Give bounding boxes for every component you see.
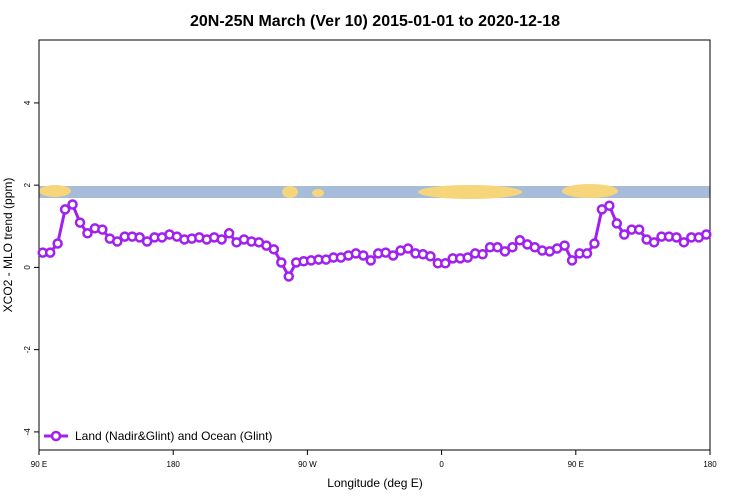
legend-marker <box>50 430 62 442</box>
data-point <box>425 251 436 262</box>
data-point <box>82 228 93 239</box>
y-tick-label: -4 <box>23 428 32 436</box>
data-point <box>112 236 123 247</box>
data-point <box>52 238 63 249</box>
data-point <box>678 237 690 248</box>
y-tick-label: 4 <box>23 100 32 105</box>
data-point <box>701 229 712 240</box>
data-point <box>581 248 593 259</box>
data-point <box>74 217 86 228</box>
legend: Land (Nadir&Glint) and Ocean (Glint) <box>44 429 272 443</box>
data-point <box>365 255 377 266</box>
data-point <box>440 258 451 269</box>
x-axis-label: Longitude (deg E) <box>327 476 422 490</box>
data-point <box>589 238 600 249</box>
data-point <box>648 237 660 248</box>
y-tick-label: 2 <box>23 182 32 187</box>
data-point <box>134 232 145 243</box>
data-point <box>566 255 578 266</box>
data-point <box>671 232 682 243</box>
data-point <box>67 199 78 210</box>
y-axis-label: XCO2 - MLO trend (ppm) <box>1 178 15 313</box>
map-strip <box>39 184 710 199</box>
plot-frame <box>38 39 711 451</box>
x-tick-label: 0 <box>439 460 444 469</box>
data-point <box>492 242 503 253</box>
chart-title: 20N-25N March (Ver 10) 2015-01-01 to 202… <box>190 13 560 30</box>
data-point <box>276 257 287 268</box>
data-point <box>499 246 511 257</box>
data-point <box>44 247 56 258</box>
data-point <box>387 250 399 261</box>
data-point <box>619 229 630 240</box>
x-tick-label: 90 E <box>568 460 584 469</box>
legend-label: Land (Nadir&Glint) and Ocean (Glint) <box>75 429 272 443</box>
data-point <box>604 200 615 211</box>
x-tick-label: 180 <box>167 460 181 469</box>
data-point <box>507 242 518 253</box>
data-point <box>59 204 71 215</box>
data-point <box>223 228 235 239</box>
data-point <box>97 224 108 235</box>
data-point <box>141 236 153 247</box>
data-point <box>611 218 623 229</box>
data-point <box>268 244 280 255</box>
x-tick-label: 180 <box>703 460 717 469</box>
data-point <box>514 235 526 246</box>
data-point <box>402 243 414 254</box>
y-tick-label: 0 <box>23 265 32 270</box>
data-point <box>462 252 473 263</box>
data-point <box>559 240 570 251</box>
data-point <box>283 271 295 282</box>
data-point <box>216 234 227 245</box>
x-tick-label: 90 W <box>298 460 317 469</box>
y-tick-label: -2 <box>23 346 32 354</box>
data-point <box>633 224 645 235</box>
data-point <box>477 249 488 260</box>
x-tick-label: 90 E <box>31 460 47 469</box>
data-point <box>358 250 369 261</box>
